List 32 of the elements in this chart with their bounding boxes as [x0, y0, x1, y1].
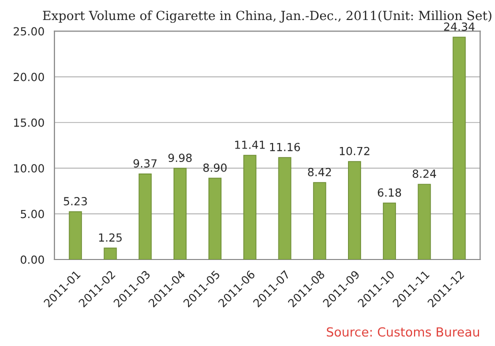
data-label: 9.37	[134, 159, 157, 168]
bar	[138, 173, 152, 260]
y-tick-label: 25.00	[14, 27, 44, 36]
bar	[104, 248, 117, 260]
source-note: Source: Customs Bureau	[326, 327, 480, 337]
bar	[278, 157, 292, 260]
y-tick-label: 5.00	[20, 210, 44, 218]
data-label: 11.16	[270, 142, 300, 152]
y-tick-label: 0.00	[20, 255, 44, 264]
data-label: 8.42	[308, 168, 331, 176]
data-label: 6.18	[378, 188, 402, 197]
bar	[243, 154, 256, 260]
data-label: 9.98	[168, 154, 192, 162]
data-label: 10.72	[340, 146, 370, 156]
bar	[418, 184, 431, 260]
y-tick-label: 10.00	[14, 164, 44, 173]
bar	[208, 178, 222, 260]
bar	[68, 211, 82, 260]
bar	[174, 168, 187, 260]
bar	[382, 202, 396, 260]
data-label: 24.34	[444, 22, 474, 31]
y-tick-label: 15.00	[14, 118, 44, 127]
data-label: 1.25	[99, 233, 122, 242]
y-tick-label: 20.00	[14, 72, 44, 82]
data-label: 8.24	[412, 170, 436, 178]
chart-title: Export Volume of Cigarette in China, Jan.-Dec., 2011(Unit: Million Set)	[42, 10, 492, 23]
bar	[348, 161, 362, 260]
bar	[313, 182, 326, 260]
data-label: 8.90	[203, 163, 227, 172]
bar	[452, 36, 466, 260]
data-label: 5.23	[64, 197, 87, 206]
data-label: 11.41	[235, 140, 265, 149]
